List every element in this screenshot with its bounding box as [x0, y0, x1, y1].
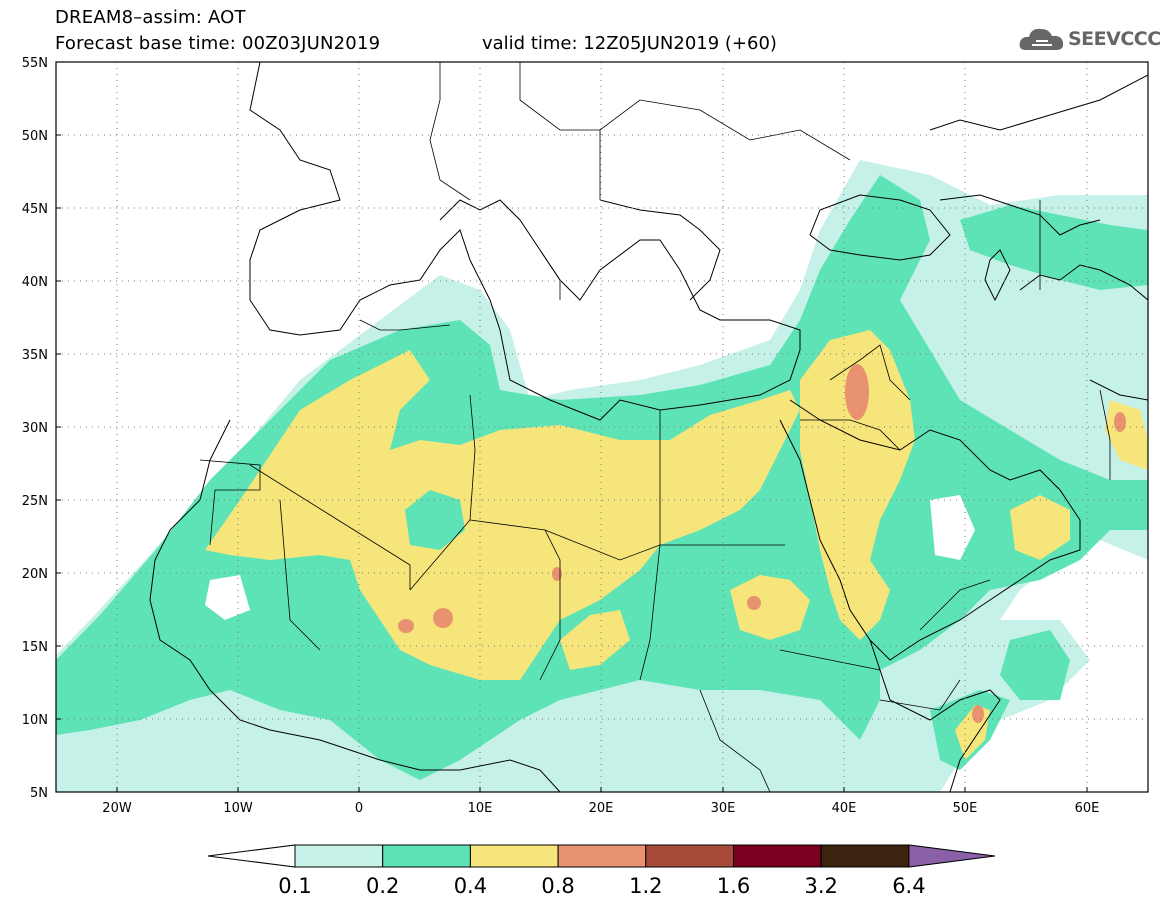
lat-label: 55N [22, 56, 48, 71]
colorbar-label: 6.4 [892, 874, 925, 898]
lon-label: 30E [711, 801, 736, 816]
colorbar-label: 1.2 [629, 874, 662, 898]
aot-contours [56, 62, 1148, 792]
lon-label: 20E [589, 801, 614, 816]
cloud-icon [1019, 28, 1064, 50]
lat-label: 30N [22, 421, 48, 436]
lat-label: 25N [22, 494, 48, 509]
colorbar-swatch [469, 844, 559, 868]
lat-label: 5N [30, 786, 48, 801]
colorbar-label: 1.6 [717, 874, 750, 898]
lon-label: 0 [355, 801, 363, 816]
colorbar-above-arrow [908, 844, 996, 868]
colorbar-below-arrow [207, 844, 296, 868]
lat-label: 10N [22, 713, 48, 728]
country-borders [199, 62, 1111, 792]
lon-label: 10W [223, 801, 253, 816]
latitude-labels: 55N 50N 45N 40N 35N 30N 25N 20N 15N 10N … [22, 56, 48, 801]
colorbar-label: 3.2 [804, 874, 837, 898]
colorbar-swatch [382, 844, 471, 868]
colorbar-swatch [557, 844, 647, 868]
colorbar-swatch [645, 844, 734, 868]
lat-label: 35N [22, 348, 48, 363]
colorbar-label: 0.2 [366, 874, 399, 898]
lon-label: 10E [468, 801, 493, 816]
lat-label: 50N [22, 129, 48, 144]
colorbar-swatch [294, 844, 384, 868]
colorbar-label: 0.8 [541, 874, 574, 898]
logo-text: SEEVCCC [1068, 28, 1161, 50]
lat-label: 15N [22, 640, 48, 655]
colorbar-swatches [207, 844, 996, 868]
colorbar-label: 0.1 [278, 874, 311, 898]
lat-label: 20N [22, 567, 48, 582]
colorbar-label: 0.4 [454, 874, 487, 898]
lon-label: 60E [1075, 801, 1100, 816]
aot-clear-patches [405, 490, 465, 550]
valid-time: valid time: 12Z05JUN2019 (+60) [482, 33, 777, 54]
colorbar-labels: 0.1 0.2 0.4 0.8 1.2 1.6 3.2 6.4 [278, 874, 925, 898]
aot-level-0.8 [398, 364, 1126, 723]
seevccc-logo: SEEVCCC [1018, 24, 1161, 56]
lon-label: 50E [953, 801, 978, 816]
graticule [56, 62, 1148, 792]
axis-ticks [56, 61, 1088, 793]
lat-label: 45N [22, 202, 48, 217]
colorbar-swatch [733, 844, 822, 868]
lon-label: 20W [102, 801, 132, 816]
lat-label: 40N [22, 275, 48, 290]
longitude-labels: 20W 10W 0 10E 20E 30E 40E 50E 60E [102, 801, 1099, 816]
lon-label: 40E [832, 801, 857, 816]
forecast-base-time: Forecast base time: 00Z03JUN2019 [55, 33, 381, 54]
aot-white-patches [205, 495, 975, 620]
map-title: DREAM8–assim: AOT [55, 7, 246, 28]
colorbar-swatch [820, 844, 910, 868]
aot-level-0.4 [205, 330, 1148, 760]
